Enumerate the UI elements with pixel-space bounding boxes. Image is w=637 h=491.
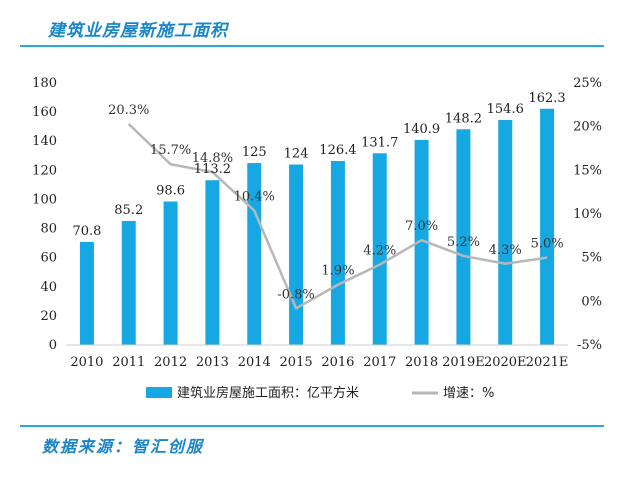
- x-axis-tick-label: 2021E: [526, 355, 569, 370]
- left-axis-tick-label: 20: [40, 309, 57, 324]
- bar-value-label: 148.2: [445, 111, 482, 126]
- x-axis-tick-label: 2014: [238, 355, 271, 370]
- bar-value-label: 113.2: [194, 162, 231, 177]
- left-axis-tick-label: 60: [40, 251, 57, 266]
- x-axis-tick-label: 2012: [154, 355, 187, 370]
- growth-line: [127, 123, 548, 310]
- x-axis-tick-label: 2011: [112, 355, 145, 370]
- right-axis-tick-label: 5%: [581, 251, 602, 266]
- right-axis-tick-label: 15%: [573, 163, 602, 178]
- right-axis-tick-label: -5%: [577, 338, 602, 353]
- bar-value-label: 125: [242, 145, 267, 160]
- growth-value-label: 10.4%: [234, 190, 275, 205]
- left-axis-tick-label: 140: [32, 134, 57, 149]
- bar: [79, 241, 94, 345]
- bar-value-label: 124: [284, 147, 309, 162]
- growth-value-label: 1.9%: [321, 264, 354, 279]
- bar-value-label: 162.3: [528, 91, 565, 106]
- line-series: [127, 123, 548, 310]
- x-axis: 2010 2011 2012 2013 2014 2015 2016 2017 2018 2019…: [66, 344, 569, 370]
- data-labels: 70.8 85.2 98.6 113.2 125 124 126.4 131.7 140.9 14…: [72, 91, 565, 303]
- left-axis: 0 20 40 60 80 100 120 140 160 180: [32, 76, 57, 353]
- x-axis-tick-label: 2017: [363, 355, 396, 370]
- right-axis-tick-label: 20%: [573, 120, 602, 135]
- bar: [372, 153, 387, 345]
- bar-value-label: 126.4: [319, 143, 356, 158]
- x-axis-tick-label: 2010: [70, 355, 103, 370]
- bar-series: [79, 108, 555, 346]
- bar: [121, 220, 136, 345]
- growth-value-label: 4.3%: [489, 243, 522, 258]
- bar-value-label: 131.7: [361, 135, 398, 150]
- growth-value-label: -0.8%: [277, 287, 314, 302]
- growth-value-label: 20.3%: [108, 103, 149, 118]
- x-axis-tick-label: 2018: [405, 355, 438, 370]
- right-axis-tick-label: 25%: [573, 76, 602, 91]
- left-axis-tick-label: 100: [32, 192, 57, 207]
- growth-value-label: 7.0%: [405, 219, 438, 234]
- left-axis-tick-label: 40: [40, 280, 57, 295]
- left-axis-tick-label: 180: [32, 76, 57, 91]
- left-axis-tick-label: 120: [32, 163, 57, 178]
- bar-value-label: 140.9: [403, 122, 440, 137]
- x-axis-tick-label: 2019E: [442, 355, 485, 370]
- legend-bar-swatch: [146, 387, 172, 398]
- x-axis-tick-label: 2015: [280, 355, 313, 370]
- growth-value-label: 5.2%: [447, 235, 480, 250]
- source-note: 数据来源：智汇创服: [42, 437, 205, 456]
- bar: [289, 164, 304, 345]
- bar: [163, 201, 178, 345]
- left-axis-tick-label: 80: [40, 222, 57, 237]
- legend: 建筑业房屋施工面积：亿平方米 增速：%: [146, 385, 494, 401]
- footer-divider: [20, 425, 604, 427]
- growth-value-label: 5.0%: [531, 237, 564, 252]
- bar: [456, 129, 471, 345]
- growth-value-label: 15.7%: [150, 143, 191, 158]
- bar-value-label: 98.6: [156, 183, 185, 198]
- left-axis-tick-label: 0: [49, 338, 57, 353]
- bar-value-label: 85.2: [114, 203, 143, 218]
- bar: [540, 108, 555, 345]
- chart-area: 0 20 40 60 80 100 120 140 160 180 -5% 0% 5% 10% 15% 20…: [32, 76, 602, 401]
- chart-title: 建筑业房屋新施工面积: [48, 21, 228, 41]
- growth-value-label: 4.2%: [363, 244, 396, 259]
- bar: [205, 180, 220, 345]
- legend-line-label: 增速：%: [443, 386, 494, 401]
- x-axis-tick-label: 2013: [196, 355, 229, 370]
- right-axis: -5% 0% 5% 10% 15% 20% 25%: [573, 76, 602, 353]
- bar: [330, 161, 345, 345]
- growth-value-label: 14.8%: [192, 151, 233, 166]
- left-axis-tick-label: 160: [32, 105, 57, 120]
- right-axis-tick-label: 10%: [573, 207, 602, 222]
- right-axis-tick-label: 0%: [581, 294, 602, 309]
- legend-bar-label: 建筑业房屋施工面积：亿平方米: [177, 385, 359, 401]
- bar-value-label: 70.8: [72, 224, 101, 239]
- x-axis-tick-label: 2020E: [484, 355, 527, 370]
- x-axis-tick-label: 2016: [321, 355, 354, 370]
- header-divider: [20, 45, 604, 47]
- bar: [414, 139, 429, 345]
- bar-value-label: 154.6: [487, 102, 524, 117]
- bar: [498, 119, 513, 346]
